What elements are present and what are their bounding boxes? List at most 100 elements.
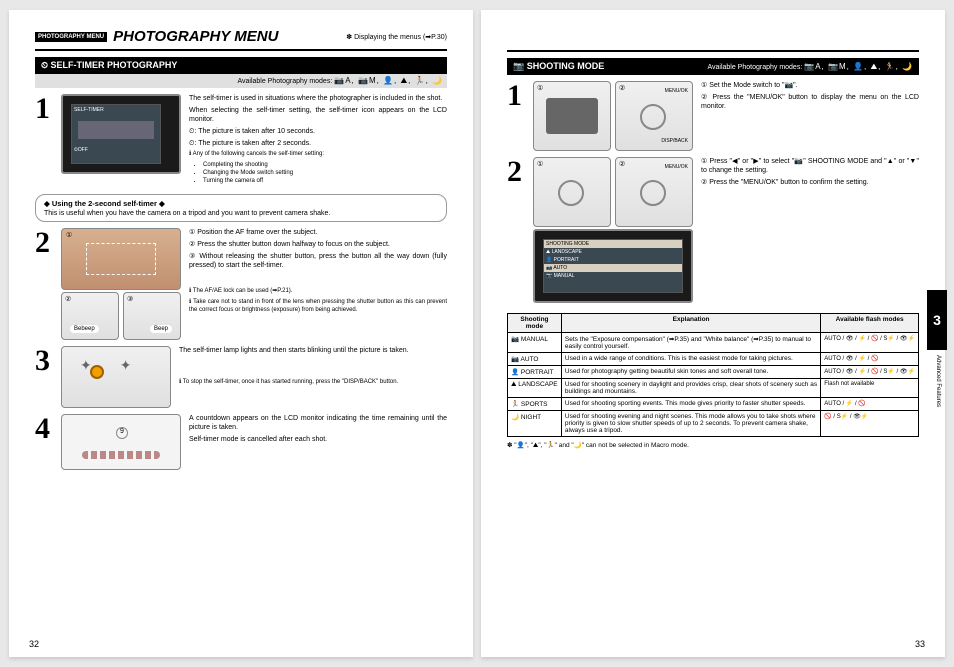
s1-n3: Turning the camera off bbox=[203, 178, 447, 186]
th-exp: Explanation bbox=[561, 314, 820, 333]
table-row: 📷 MANUALSets the "Exposure compensation"… bbox=[508, 333, 919, 353]
circ-2: ② bbox=[65, 295, 71, 303]
table-row: 👤 PORTRAITUsed for photography getting b… bbox=[508, 366, 919, 379]
menuok-label: MENU/OK bbox=[665, 88, 688, 94]
header-note: ✽ Displaying the menus (➡P.30) bbox=[346, 33, 447, 41]
r1-l2: ② Press the "MENU/OK" button to display … bbox=[701, 93, 919, 111]
mode-name: 📷 MANUAL bbox=[508, 333, 562, 353]
tag-photography-menu: PHOTOGRAPHY MENU bbox=[35, 32, 107, 42]
mode-flash: AUTO / ⚡ / 🚫 bbox=[821, 398, 919, 411]
beep-1: Bebeep bbox=[70, 325, 99, 333]
callout-2sec: ◆ Using the 2-second self-timer ◆ This i… bbox=[35, 194, 447, 222]
m2: 👤 PORTRAIT bbox=[544, 256, 682, 264]
page-number-right: 33 bbox=[915, 639, 925, 649]
m4: 📷 MANUAL bbox=[544, 272, 682, 280]
rays-icon: ✦ ✦ bbox=[80, 355, 131, 375]
s4-p1: A countdown appears on the LCD monitor i… bbox=[189, 414, 447, 432]
r2-c1: ① bbox=[537, 160, 543, 168]
mode-explanation: Sets the "Exposure compensation" (➡P.35)… bbox=[561, 333, 820, 353]
mode-explanation: Used for shooting sporting events. This … bbox=[561, 398, 820, 411]
s1-n1: Completing the shooting bbox=[203, 162, 447, 170]
s2-n1: ℹ The AF/AE lock can be used (➡P.21). bbox=[189, 288, 447, 296]
header-rule-r bbox=[507, 50, 919, 52]
countdown-num: 9 bbox=[116, 427, 128, 439]
chapter-label: Advanced Features bbox=[935, 355, 941, 407]
section-title-r: 📷 SHOOTING MODE bbox=[513, 61, 604, 72]
s3-p1: The self-timer lamp lights and then star… bbox=[179, 346, 447, 355]
mode-name: ⛰ LANDSCAPE bbox=[508, 379, 562, 398]
s2-n2: ℹ Take care not to stand in front of the… bbox=[189, 299, 447, 315]
page-title-row: PHOTOGRAPHY MENU PHOTOGRAPHY MENU ✽ Disp… bbox=[35, 28, 447, 45]
s1-note-head: ℹ Any of the following cancels the self-… bbox=[189, 151, 447, 159]
mode-name: 🏃 SPORTS bbox=[508, 398, 562, 411]
th-flash: Available flash modes bbox=[821, 314, 919, 333]
table-row: 📷 AUTOUsed in a wide range of conditions… bbox=[508, 353, 919, 366]
page-number-left: 32 bbox=[29, 639, 39, 649]
mode-name: 📷 AUTO bbox=[508, 353, 562, 366]
menu-title: SHOOTING MODE bbox=[544, 240, 682, 248]
mode-explanation: Used for photography getting beautiful s… bbox=[561, 366, 820, 379]
section-self-timer: ⏲ SELF-TIMER PHOTOGRAPHY bbox=[35, 57, 447, 74]
step-4: 4 9 A countdown appears on the LCD monit… bbox=[35, 414, 447, 470]
r-step-1-text: ① Set the Mode switch to "📷". ② Press th… bbox=[701, 81, 919, 151]
r2-l1: ① Press "◀" or "▶" to select "📷" SHOOTIN… bbox=[701, 157, 919, 175]
s1-notes: Completing the shooting Changing the Mod… bbox=[195, 162, 447, 185]
dpad-icon bbox=[640, 104, 666, 130]
page-title: PHOTOGRAPHY MENU bbox=[113, 28, 278, 45]
menuok-label-2: MENU/OK bbox=[665, 164, 688, 170]
r1-c2: ② bbox=[619, 84, 625, 92]
mode-explanation: Used for shooting evening and night scen… bbox=[561, 411, 820, 437]
s2-l1: ① Position the AF frame over the subject… bbox=[189, 228, 447, 237]
shooting-mode-table: Shooting mode Explanation Available flas… bbox=[507, 313, 919, 437]
table-row: 🏃 SPORTSUsed for shooting sporting event… bbox=[508, 398, 919, 411]
avail-inline: Available Photography modes: 📷A, 📷M, 👤, … bbox=[707, 62, 913, 72]
avail-icons: 📷A, 📷M, 👤, ⛰, 🏃, 🌙 bbox=[334, 76, 443, 85]
circ-1: ① bbox=[66, 231, 72, 239]
shutter-half: ② Bebeep bbox=[61, 292, 119, 340]
step-2-text: ① Position the AF frame over the subject… bbox=[189, 228, 447, 340]
lcd-illustration-1: SELF-TIMER⏲OFF bbox=[61, 94, 181, 174]
th-mode: Shooting mode bbox=[508, 314, 562, 333]
r1-c1: ① bbox=[537, 84, 543, 92]
mode-table-body: 📷 MANUALSets the "Exposure compensation"… bbox=[508, 333, 919, 437]
table-row: ⛰ LANDSCAPEUsed for shooting scenery in … bbox=[508, 379, 919, 398]
mode-explanation: Used for shooting scenery in daylight an… bbox=[561, 379, 820, 398]
s3-n1: ℹ To stop the self-timer, once it has st… bbox=[179, 379, 447, 387]
lamp-illustration: ✦ ✦ bbox=[61, 346, 171, 408]
r-step2-illus: ① ② MENU/OK SHOOTING MODE ⛰ LANDSCAPE 👤 … bbox=[533, 157, 693, 303]
s2-l3: ③ Without releasing the shutter button, … bbox=[189, 252, 447, 270]
lcd-shooting-mode: SHOOTING MODE ⛰ LANDSCAPE 👤 PORTRAIT 📷 A… bbox=[533, 229, 693, 303]
lcd-inner: SELF-TIMER⏲OFF bbox=[71, 104, 161, 164]
r1-l1: ① Set the Mode switch to "📷". bbox=[701, 81, 919, 90]
step-num-1: 1 bbox=[35, 94, 53, 186]
step-num-4: 4 bbox=[35, 414, 53, 470]
step-2: 2 ① ② Bebeep ③ Beep ① bbox=[35, 228, 447, 340]
dpad-icon-3 bbox=[640, 180, 666, 206]
dpad-icon-2 bbox=[558, 180, 584, 206]
callout-head: ◆ Using the 2-second self-timer ◆ bbox=[44, 199, 438, 208]
mode-flash: Flash not available bbox=[821, 379, 919, 398]
beep-2: Beep bbox=[150, 325, 172, 333]
r-step-num-1: 1 bbox=[507, 81, 525, 151]
r-step-num-2: 2 bbox=[507, 157, 525, 303]
r-step-2: 2 ① ② MENU/OK SHOOTING MODE bbox=[507, 157, 919, 303]
s1-p2: When selecting the self-timer setting, t… bbox=[189, 106, 447, 124]
header-rule bbox=[35, 49, 447, 51]
circ-3: ③ bbox=[127, 295, 133, 303]
section-shooting-mode: 📷 SHOOTING MODE Available Photography mo… bbox=[507, 58, 919, 75]
r2-c2: ② bbox=[619, 160, 625, 168]
camera-mode-switch: ① bbox=[533, 81, 611, 151]
lcd-menu: SHOOTING MODE ⛰ LANDSCAPE 👤 PORTRAIT 📷 A… bbox=[543, 239, 683, 293]
step-3-text: The self-timer lamp lights and then star… bbox=[179, 346, 447, 408]
shutter-full: ③ Beep bbox=[123, 292, 181, 340]
dpad-lr: ① bbox=[533, 157, 611, 227]
s4-p2: Self-timer mode is cancelled after each … bbox=[189, 435, 447, 444]
r2-l2: ② Press the "MENU/OK" button to confirm … bbox=[701, 178, 919, 187]
step-4-text: A countdown appears on the LCD monitor i… bbox=[189, 414, 447, 470]
mode-flash: 🚫 / S⚡ / 👁⚡ bbox=[821, 411, 919, 437]
mode-flash: AUTO / 👁 / ⚡ / 🚫 / S⚡ / 👁⚡ bbox=[821, 333, 919, 353]
table-row: 🌙 NIGHTUsed for shooting evening and nig… bbox=[508, 411, 919, 437]
avail-label-r: Available Photography modes: bbox=[707, 64, 802, 71]
r-step-2-text: ① Press "◀" or "▶" to select "📷" SHOOTIN… bbox=[701, 157, 919, 303]
countdown-illustration: 9 bbox=[61, 414, 181, 470]
